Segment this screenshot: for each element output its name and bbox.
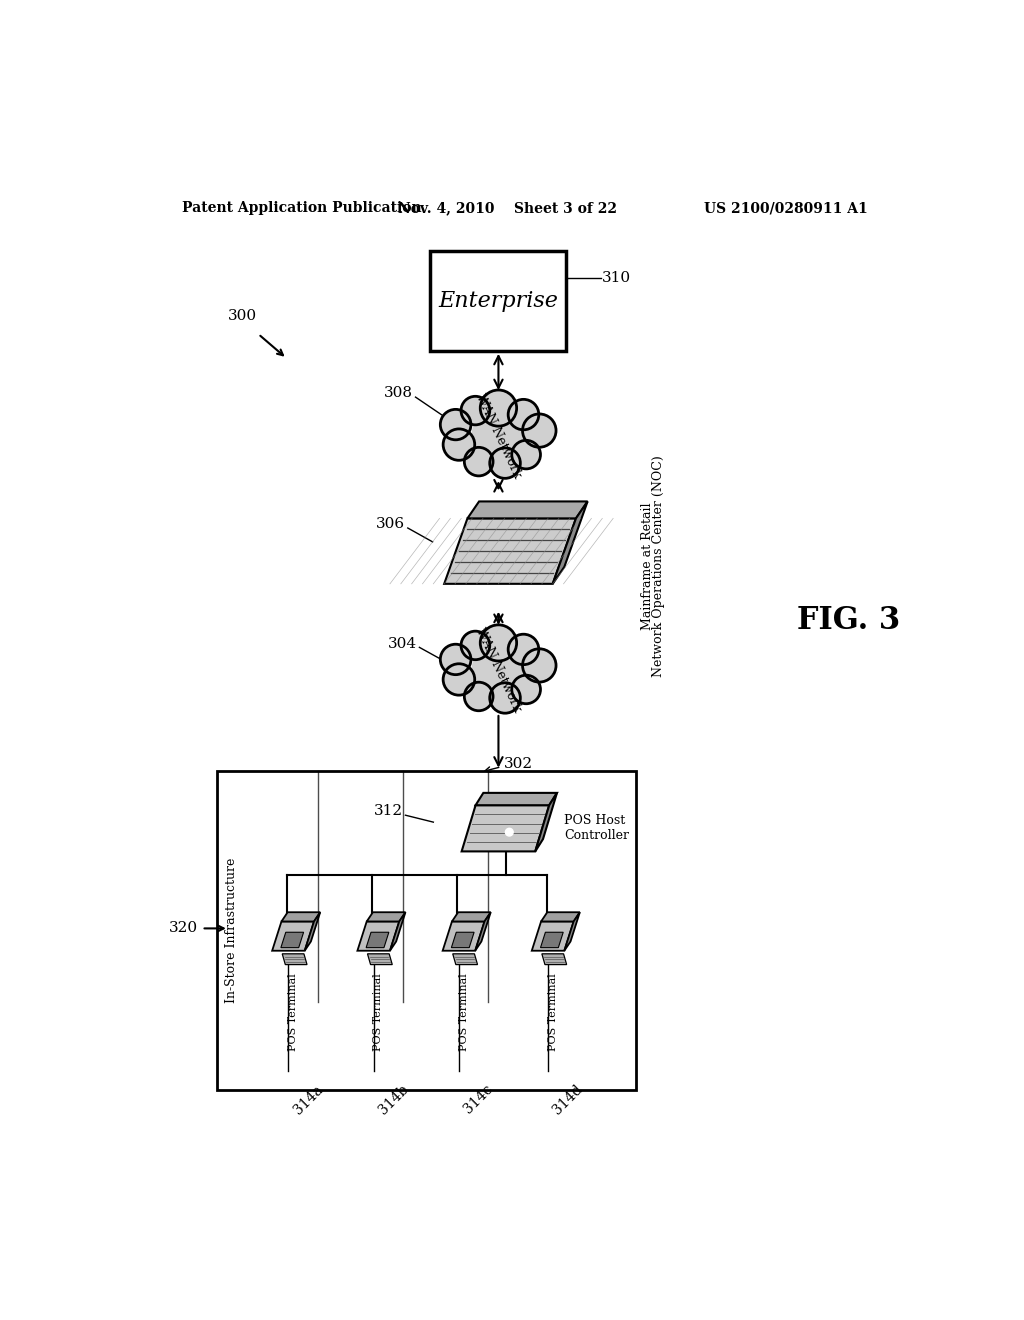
Polygon shape — [283, 954, 307, 965]
Circle shape — [522, 649, 556, 682]
Circle shape — [440, 409, 471, 440]
Polygon shape — [367, 932, 389, 948]
Polygon shape — [442, 921, 484, 950]
Text: POS Terminal: POS Terminal — [548, 973, 558, 1051]
Circle shape — [508, 400, 539, 430]
Polygon shape — [462, 805, 549, 851]
Polygon shape — [367, 912, 406, 921]
Circle shape — [489, 682, 520, 713]
Text: Mainframe at Retail: Mainframe at Retail — [641, 503, 653, 630]
Text: 300: 300 — [228, 309, 257, 323]
Text: 304: 304 — [388, 636, 417, 651]
Polygon shape — [467, 502, 588, 519]
Polygon shape — [531, 921, 573, 950]
Text: WAN Network: WAN Network — [473, 392, 523, 479]
Polygon shape — [541, 912, 580, 921]
Text: 308: 308 — [384, 387, 414, 400]
Polygon shape — [444, 519, 575, 583]
Polygon shape — [453, 954, 477, 965]
FancyBboxPatch shape — [430, 251, 566, 351]
Text: US 2100/0280911 A1: US 2100/0280911 A1 — [705, 202, 868, 215]
Polygon shape — [390, 912, 406, 950]
Text: Enterprise: Enterprise — [438, 290, 558, 312]
Text: 312: 312 — [374, 804, 403, 818]
Circle shape — [464, 447, 493, 477]
Circle shape — [461, 631, 489, 660]
Polygon shape — [282, 912, 321, 921]
Text: 306: 306 — [377, 517, 406, 531]
Text: In-Store Infrastructure: In-Store Infrastructure — [224, 858, 238, 1003]
Polygon shape — [541, 932, 563, 948]
Polygon shape — [281, 932, 303, 948]
Circle shape — [506, 829, 513, 836]
Text: POS Host
Controller: POS Host Controller — [564, 814, 630, 842]
Polygon shape — [475, 912, 490, 950]
Text: WAN Network: WAN Network — [473, 626, 523, 714]
Polygon shape — [542, 954, 566, 965]
Text: POS Terminal: POS Terminal — [459, 973, 469, 1051]
Circle shape — [472, 644, 524, 697]
Circle shape — [440, 644, 471, 675]
Text: Nov. 4, 2010    Sheet 3 of 22: Nov. 4, 2010 Sheet 3 of 22 — [398, 202, 617, 215]
Polygon shape — [564, 912, 580, 950]
Polygon shape — [357, 921, 399, 950]
Text: Patent Application Publication: Patent Application Publication — [182, 202, 422, 215]
Polygon shape — [452, 932, 474, 948]
Circle shape — [464, 682, 493, 710]
Text: 320: 320 — [169, 921, 198, 936]
Circle shape — [443, 664, 475, 696]
Text: POS Terminal: POS Terminal — [374, 973, 383, 1051]
Text: 302: 302 — [504, 758, 534, 771]
Polygon shape — [475, 793, 557, 805]
Circle shape — [522, 414, 556, 447]
Polygon shape — [368, 954, 392, 965]
Polygon shape — [536, 793, 557, 851]
Circle shape — [512, 441, 541, 469]
FancyBboxPatch shape — [217, 771, 636, 1090]
Text: POS Terminal: POS Terminal — [288, 973, 298, 1051]
Text: FIG. 3: FIG. 3 — [797, 605, 900, 636]
Circle shape — [512, 676, 541, 704]
Polygon shape — [553, 502, 588, 583]
Text: 314d: 314d — [550, 1082, 586, 1118]
Polygon shape — [272, 921, 314, 950]
Text: 314a: 314a — [291, 1082, 326, 1117]
Circle shape — [472, 409, 524, 462]
Circle shape — [443, 429, 475, 461]
Text: 314c: 314c — [461, 1082, 496, 1117]
Circle shape — [508, 634, 539, 665]
Circle shape — [480, 389, 517, 426]
Text: 314b: 314b — [376, 1082, 411, 1117]
Text: Network Operations Center (NOC): Network Operations Center (NOC) — [652, 455, 666, 677]
Polygon shape — [452, 912, 490, 921]
Circle shape — [489, 447, 520, 478]
Circle shape — [461, 396, 489, 425]
Polygon shape — [305, 912, 321, 950]
Circle shape — [480, 624, 517, 661]
Text: 310: 310 — [602, 271, 632, 285]
